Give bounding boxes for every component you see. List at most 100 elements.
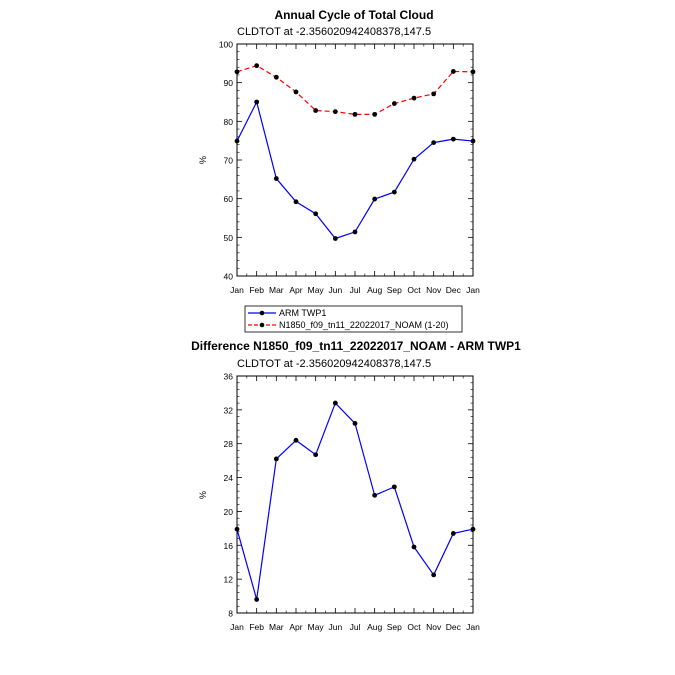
chart1-xtick-label: Sep [387,285,402,295]
chart2-xtick-label: Mar [269,622,284,632]
chart2-xtick-label: Jun [328,622,342,632]
chart2-series-0-point [411,544,417,550]
chart1-xtick-label: Feb [249,285,264,295]
chart1-series-1-point [332,109,338,115]
chart1-xtick-label: Jun [328,285,342,295]
chart2-series-0-point [234,526,240,532]
chart2-xtick-label: Oct [407,622,421,632]
chart2-ylabel: % [198,491,208,499]
chart1-series-1-point [391,101,397,106]
chart2-ticks: Jan Feb Mar Apr May Jun Jul Aug Sep Oct Nov Dec Jan 8… [224,372,481,633]
chart2-series-0-point [313,452,319,458]
chart2-series-0-point [352,421,358,426]
chart1-series-1-point [273,74,279,80]
chart1-series-0-point [234,138,240,144]
chart1-series-1-point [313,108,319,113]
chart2-xtick-label: Sep [387,622,402,632]
chart1-xtick-label: Jan [230,285,244,295]
chart1-series-1-point [293,89,299,95]
chart1-ytick-label: 50 [224,233,234,243]
chart1-title: Annual Cycle of Total Cloud [274,8,433,22]
chart2-series-0-point [273,456,279,462]
chart2-ytick-label: 24 [224,473,234,483]
chart2-series-0-point [372,492,378,498]
chart1-series-0-point [391,189,397,195]
chart1-ytick-label: 70 [224,156,234,166]
chart1-plot-frame [236,43,474,277]
chart1-series-line-0 [236,100,474,240]
chart1-series [234,63,476,241]
chart2-xtick-label: Jan [466,622,480,632]
chart2-title: Difference N1850_f09_tn11_22022017_NOAM … [191,339,521,353]
chart1-ytick-label: 90 [224,78,234,88]
chart1-series-0-point [254,99,260,105]
legend-marker-model [259,322,265,328]
chart1-subtitle: CLDTOT at -2.356020942408378,147.5 [237,26,431,38]
chart2-series [234,400,476,602]
chart2-ytick-label: 36 [224,372,234,382]
chart1-ytick-label: 40 [224,272,234,282]
chart2-series-0-point [470,526,476,532]
chart1-series-1-point [431,91,437,97]
chart1-series-0-point [372,196,378,202]
chart1-ticks: Jan Feb Mar Apr May Jun Jul Aug Sep Oct Nov Dec Jan 4… [219,40,480,296]
chart2-xtick-label: Aug [367,622,382,632]
legend-marker-arm [259,310,265,316]
chart1-xtick-label: Mar [269,285,284,295]
difference-chart: Difference N1850_f09_tn11_22022017_NOAM … [191,339,521,632]
chart1-xtick-label: Jan [466,285,480,295]
chart1-series-1-point [470,69,476,75]
chart2-xtick-label: Jan [230,622,244,632]
chart1-ytick-label: 80 [224,117,234,127]
chart2-series-0-point [431,572,437,578]
chart2-subtitle: CLDTOT at -2.356020942408378,147.5 [237,358,431,370]
chart1-series-1-point [234,69,240,75]
chart2-xtick-label: Feb [249,622,264,632]
chart1-series-0-point [273,176,279,181]
chart1-xtick-label: May [308,285,325,295]
chart1-xtick-label: Dec [446,285,462,295]
legend-label-model: N1850_f09_tn11_22022017_NOAM (1-20) [279,320,448,330]
chart2-xtick-label: Dec [446,622,462,632]
legend-box [244,305,463,333]
chart2-ytick-label: 8 [228,609,233,619]
chart2-series-0-point [391,484,397,490]
chart2-series-0-point [332,400,338,406]
chart2-ytick-label: 28 [224,439,234,449]
chart2-ytick-label: 32 [224,405,234,415]
chart2-series-0-point [450,531,456,536]
chart1-series-1-point [411,95,417,101]
chart1-series-1-point [352,111,358,117]
chart1-series-0-point [293,199,299,205]
chart2-xtick-label: Apr [289,622,302,632]
chart2-ytick-label: 20 [224,507,234,517]
chart2-series-0-point [254,597,260,602]
annual-cycle-chart: Annual Cycle of Total Cloud CLDTOT at -2… [198,8,480,333]
chart2-xtick-label: Jul [350,622,361,632]
chart1-ylabel: % [198,156,208,164]
chart1-ytick-label: 60 [224,194,234,204]
chart1-xtick-label: Jul [350,285,361,295]
chart1-series-0-point [431,140,437,146]
chart1-xtick-label: Aug [367,285,382,295]
chart1-xtick-label: Oct [407,285,421,295]
chart1-series-1-point [372,111,378,117]
chart1-series-0-point [352,229,358,235]
chart2-xtick-label: May [308,622,325,632]
chart2-xtick-label: Nov [426,622,442,632]
chart1-legend: ARM TWP1 N1850_f09_tn11_22022017_NOAM (1… [244,305,463,333]
chart1-series-0-point [411,156,417,162]
chart2-series-line-0 [236,401,474,600]
chart1-series-0-point [470,138,476,144]
chart1-series-line-1 [236,64,474,115]
chart2-ytick-label: 16 [224,541,234,551]
chart1-series-0-point [450,136,456,142]
chart2-ytick-label: 12 [224,575,234,585]
chart1-xtick-label: Apr [289,285,302,295]
chart1-series-1-point [254,63,260,69]
chart1-series-0-point [332,236,338,241]
chart1-xtick-label: Nov [426,285,442,295]
chart1-series-0-point [313,211,319,217]
chart1-ytick-label: 100 [219,40,233,50]
